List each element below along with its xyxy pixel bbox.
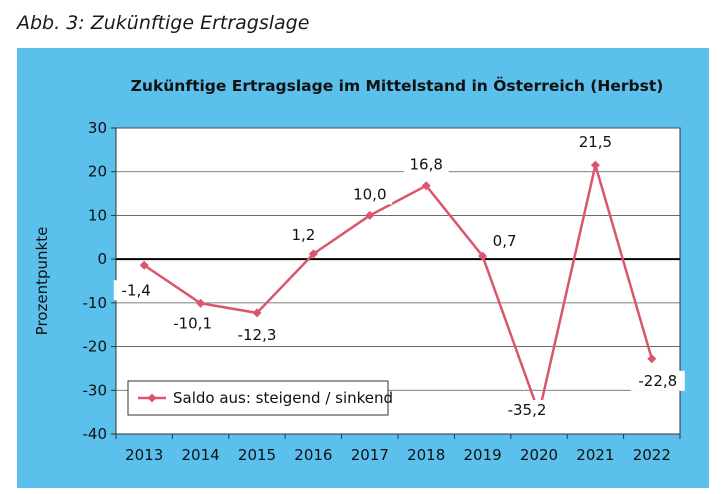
y-tick-label: 20 [88, 163, 107, 181]
data-label-background [285, 224, 322, 245]
y-tick-label: 0 [97, 250, 107, 268]
legend-marker-icon [147, 393, 157, 403]
grid-lines [116, 127, 680, 391]
data-point-marker [365, 210, 375, 220]
data-point-marker [421, 181, 431, 191]
data-label-background [486, 231, 523, 252]
chart-title: Zukünftige Ertragslage im Mittelstand in… [131, 76, 664, 95]
data-label-background [573, 132, 618, 153]
y-axis-label: Prozentpunkte [33, 227, 51, 336]
data-point-marker [308, 249, 318, 259]
x-tick-label: 2020 [520, 446, 558, 464]
data-label: -12,3 [238, 326, 277, 344]
data-point-marker [647, 354, 657, 364]
legend-box [127, 380, 389, 416]
y-tick-labels: 30 20 10 0 -10 -20 -30 -40 [83, 119, 108, 443]
series-layer [139, 160, 657, 418]
data-label-background [403, 154, 449, 175]
data-label: 1,2 [291, 226, 315, 244]
data-point-marker [252, 308, 262, 318]
data-label: -10,1 [173, 314, 212, 332]
x-tick-label: 2013 [125, 446, 163, 464]
x-tick-label: 2016 [294, 446, 332, 464]
x-tick-label: 2018 [407, 446, 445, 464]
axes [111, 127, 681, 439]
y-tick-label: 10 [88, 206, 107, 224]
data-point-marker [196, 298, 206, 308]
line-chart: Zukünftige Ertragslage im Mittelstand in… [33, 76, 685, 464]
y-tick-label: -20 [83, 338, 108, 356]
x-tick-labels: 2013 2014 2015 2016 2017 2018 2019 2020 2021 2022 [125, 446, 671, 464]
data-label: 0,7 [493, 232, 517, 250]
data-label: -35,2 [508, 401, 547, 419]
x-tick-label: 2021 [576, 446, 614, 464]
y-tick-label: -10 [83, 294, 108, 312]
x-tick-label: 2017 [351, 446, 389, 464]
data-point-marker [478, 251, 488, 261]
data-label: -1,4 [122, 281, 151, 299]
series-line [143, 163, 654, 415]
y-tick-label: -30 [83, 381, 108, 399]
legend: Saldo aus: steigend / sinkend [127, 380, 393, 416]
x-tick-label: 2022 [633, 446, 671, 464]
figure-caption: Abb. 3: Zukünftige Ertragslage [17, 12, 310, 34]
x-tick-label: 2019 [464, 446, 502, 464]
data-label-background [630, 370, 685, 391]
data-label-background [113, 280, 159, 301]
x-tick-label: 2015 [238, 446, 276, 464]
data-label-background [165, 313, 220, 334]
data-point-marker [139, 260, 149, 270]
data-labels: -1,4 -10,1 -12,3 1,2 10,0 16,8 0,7 -35,2 21,5 -22… [113, 132, 685, 421]
data-label: 16,8 [409, 156, 442, 174]
data-label: 10,0 [353, 185, 386, 203]
y-tick-label: -40 [83, 425, 108, 443]
y-tick-label: 30 [88, 119, 107, 137]
x-tick-label: 2014 [182, 446, 220, 464]
data-label: 21,5 [579, 133, 612, 151]
data-point-marker [590, 160, 600, 170]
legend-entry: Saldo aus: steigend / sinkend [173, 389, 393, 407]
chart-panel: Zukünftige Ertragslage im Mittelstand in… [17, 48, 709, 488]
data-label-background [230, 324, 284, 345]
data-label-background [347, 184, 393, 205]
data-label: -22,8 [638, 372, 677, 390]
data-label-background [500, 400, 554, 421]
